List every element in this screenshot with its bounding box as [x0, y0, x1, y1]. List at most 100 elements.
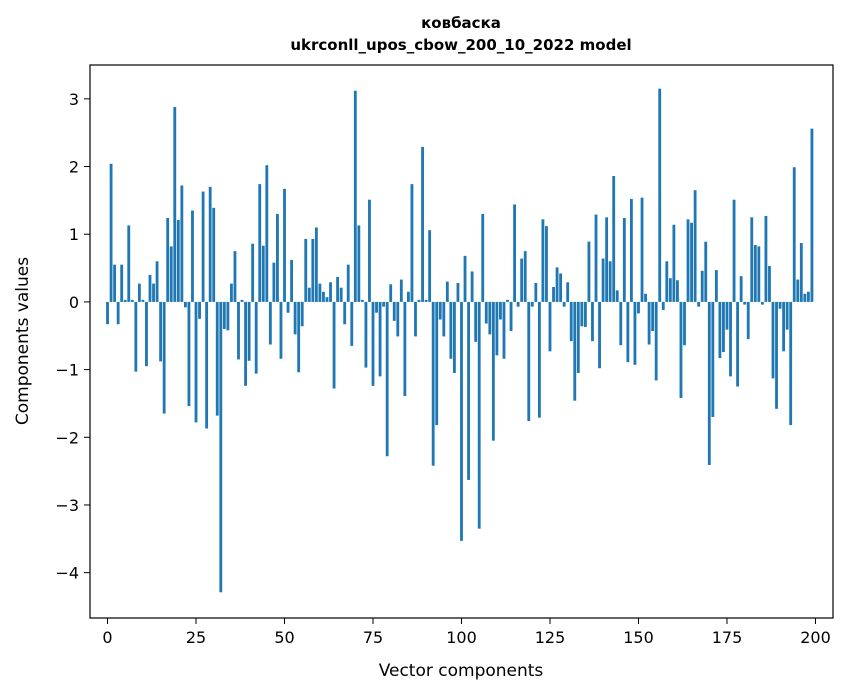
bar	[385, 301, 389, 457]
bar	[782, 301, 786, 352]
y-tick-label: 1	[69, 225, 79, 244]
bar	[233, 251, 237, 302]
bar	[746, 301, 750, 340]
bar	[775, 301, 778, 409]
bar	[785, 301, 789, 330]
bar	[201, 191, 205, 302]
bar	[757, 246, 761, 302]
bar	[803, 293, 807, 302]
bar	[428, 230, 432, 302]
bar	[304, 238, 308, 302]
bar	[166, 217, 170, 302]
bar	[120, 264, 124, 302]
bar	[736, 301, 740, 387]
bar	[764, 215, 768, 302]
bar	[725, 301, 729, 330]
bar	[576, 301, 580, 373]
bar	[173, 106, 177, 302]
bar	[530, 301, 534, 307]
bar	[350, 301, 354, 346]
bar	[605, 217, 609, 302]
x-tick-label: 25	[186, 628, 206, 647]
bar	[513, 204, 517, 302]
bar	[141, 299, 145, 302]
bar	[488, 301, 492, 335]
bar	[403, 301, 407, 396]
bar	[700, 270, 704, 302]
bar	[378, 301, 382, 377]
bar	[424, 299, 428, 302]
bar	[598, 301, 601, 369]
bar	[314, 227, 318, 302]
y-tick-label: 2	[69, 158, 79, 177]
bar	[392, 301, 396, 321]
bar	[332, 301, 336, 389]
bar	[145, 301, 148, 367]
bar	[502, 301, 506, 359]
bar	[237, 301, 240, 360]
bar	[615, 290, 619, 302]
bar	[799, 243, 803, 302]
bar	[552, 287, 555, 302]
bar	[442, 301, 446, 337]
bar	[322, 291, 325, 302]
bar	[654, 301, 658, 381]
bar	[134, 301, 138, 372]
bar	[608, 261, 612, 302]
bar	[297, 301, 301, 373]
x-axis: 0 25 50 75 100 125 150 175 200	[102, 618, 831, 647]
bar	[693, 190, 697, 302]
bar	[463, 255, 467, 302]
bar	[293, 301, 297, 335]
bar	[456, 282, 460, 302]
bar	[360, 299, 364, 302]
bar	[169, 246, 173, 302]
bar	[396, 301, 400, 337]
bar	[562, 301, 566, 307]
bar	[523, 251, 527, 302]
bar	[155, 261, 159, 302]
bar	[353, 90, 357, 302]
x-tick-label: 100	[446, 628, 477, 647]
y-tick-label: −1	[55, 361, 79, 380]
bar	[364, 301, 368, 368]
bar	[375, 301, 378, 313]
x-tick-label: 50	[274, 628, 294, 647]
chart-title: ковбаска	[421, 14, 501, 32]
bar	[771, 301, 775, 379]
bar	[336, 276, 340, 302]
bar	[729, 301, 732, 377]
bar	[230, 283, 233, 302]
bar	[258, 184, 262, 302]
bar	[573, 301, 577, 401]
bar	[629, 199, 633, 302]
bar	[152, 283, 155, 302]
bar	[778, 301, 782, 309]
bar	[445, 281, 449, 302]
bar	[566, 282, 570, 302]
bar	[460, 301, 463, 541]
bar	[357, 225, 361, 302]
bar	[743, 301, 747, 305]
bar	[714, 270, 718, 302]
bar	[414, 301, 417, 337]
bar	[594, 214, 598, 302]
bar	[718, 301, 722, 359]
bar	[651, 301, 655, 332]
bar	[311, 238, 315, 302]
bar	[109, 163, 113, 302]
bar	[601, 258, 605, 302]
bar	[300, 301, 304, 327]
bar	[453, 301, 456, 373]
x-tick-label: 75	[363, 628, 383, 647]
bar	[198, 301, 201, 319]
bar	[123, 299, 127, 302]
bar	[796, 279, 800, 302]
bar	[704, 241, 708, 302]
bar	[732, 199, 736, 302]
y-axis: −4 −3 −2 −1 0 1 2 3	[55, 90, 90, 583]
bar	[697, 301, 701, 307]
bar	[283, 188, 286, 302]
bar	[810, 128, 814, 302]
bar	[591, 301, 594, 342]
